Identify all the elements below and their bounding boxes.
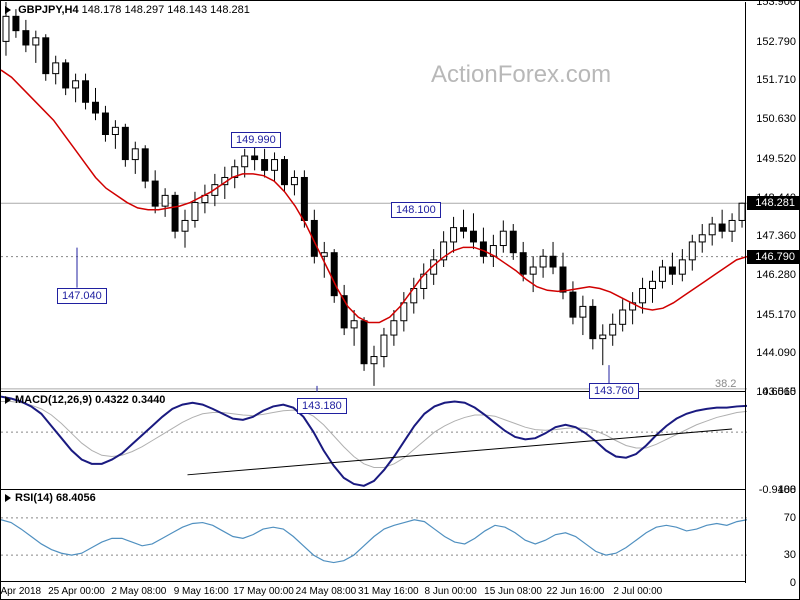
x-tick: 25 Apr 00:00 — [48, 586, 105, 597]
price-tick: 147.360 — [756, 230, 796, 242]
rsi-right-axis: 10070300 — [745, 490, 799, 583]
symbol-label: GBPJPY,H4 — [18, 4, 79, 16]
ma-price-label: 146.790 — [747, 250, 799, 264]
price-tick: 146.280 — [756, 269, 796, 281]
macd-title: MACD(12,26,9) 0.4322 0.3440 — [15, 394, 165, 406]
rsi-tick: 30 — [784, 549, 796, 561]
price-tick: 150.630 — [756, 113, 796, 125]
x-tick: 24 May 08:00 — [296, 586, 357, 597]
rsi-header: RSI(14) 68.4056 — [5, 492, 96, 504]
price-panel[interactable]: 147.040149.990143.180148.100143.76038.2 — [1, 2, 745, 392]
x-tick: 2 Jul 00:00 — [613, 586, 662, 597]
price-tick: 151.710 — [756, 74, 796, 86]
x-tick: 31 May 16:00 — [358, 586, 419, 597]
price-annotation: 147.040 — [57, 288, 107, 304]
price-tick: 149.520 — [756, 153, 796, 165]
x-tick: 17 Apr 2018 — [0, 586, 41, 597]
rsi-tick: 100 — [778, 484, 796, 496]
x-tick: 15 Jun 08:00 — [484, 586, 542, 597]
price-tick: 145.170 — [756, 309, 796, 321]
price-annotation: 143.180 — [297, 398, 347, 414]
price-annotation: 148.100 — [391, 202, 441, 218]
x-tick: 9 May 16:00 — [174, 586, 229, 597]
x-tick: 17 May 00:00 — [233, 586, 294, 597]
macd-header: MACD(12,26,9) 0.4322 0.3440 — [5, 394, 165, 406]
x-tick: 2 May 08:00 — [111, 586, 166, 597]
toggle-icon[interactable] — [5, 396, 11, 404]
toggle-icon[interactable] — [5, 494, 11, 502]
rsi-title: RSI(14) 68.4056 — [15, 492, 96, 504]
rsi-tick: 0 — [790, 577, 796, 589]
toggle-icon[interactable] — [5, 6, 11, 14]
macd-right-axis: 0.6565-0.9488 — [745, 392, 799, 490]
symbol-header: GBPJPY,H4 148.178 148.297 148.143 148.28… — [5, 4, 250, 16]
macd-tick: 0.6565 — [762, 386, 796, 398]
x-tick: 8 Jun 00:00 — [425, 586, 477, 597]
price-annotation: 143.760 — [589, 383, 639, 399]
price-right-axis: 153.900152.790151.710150.630149.520148.4… — [745, 2, 799, 392]
x-tick: 22 Jun 16:00 — [546, 586, 604, 597]
current-price-label: 148.281 — [747, 196, 799, 210]
price-tick: 144.090 — [756, 347, 796, 359]
price-annotation: 149.990 — [231, 132, 281, 148]
price-tick: 152.790 — [756, 36, 796, 48]
price-tick: 153.900 — [756, 0, 796, 8]
ohlc-label: 148.178 148.297 148.143 148.281 — [82, 4, 250, 16]
fib-label: 38.2 — [715, 378, 736, 390]
macd-panel[interactable] — [1, 392, 745, 490]
rsi-tick: 70 — [784, 512, 796, 524]
x-axis: 17 Apr 2018 25 Apr 00:00 2 May 08:00 9 May … — [1, 581, 745, 599]
chart-container: 147.040149.990143.180148.100143.76038.2 … — [0, 0, 800, 600]
rsi-panel[interactable] — [1, 490, 745, 583]
